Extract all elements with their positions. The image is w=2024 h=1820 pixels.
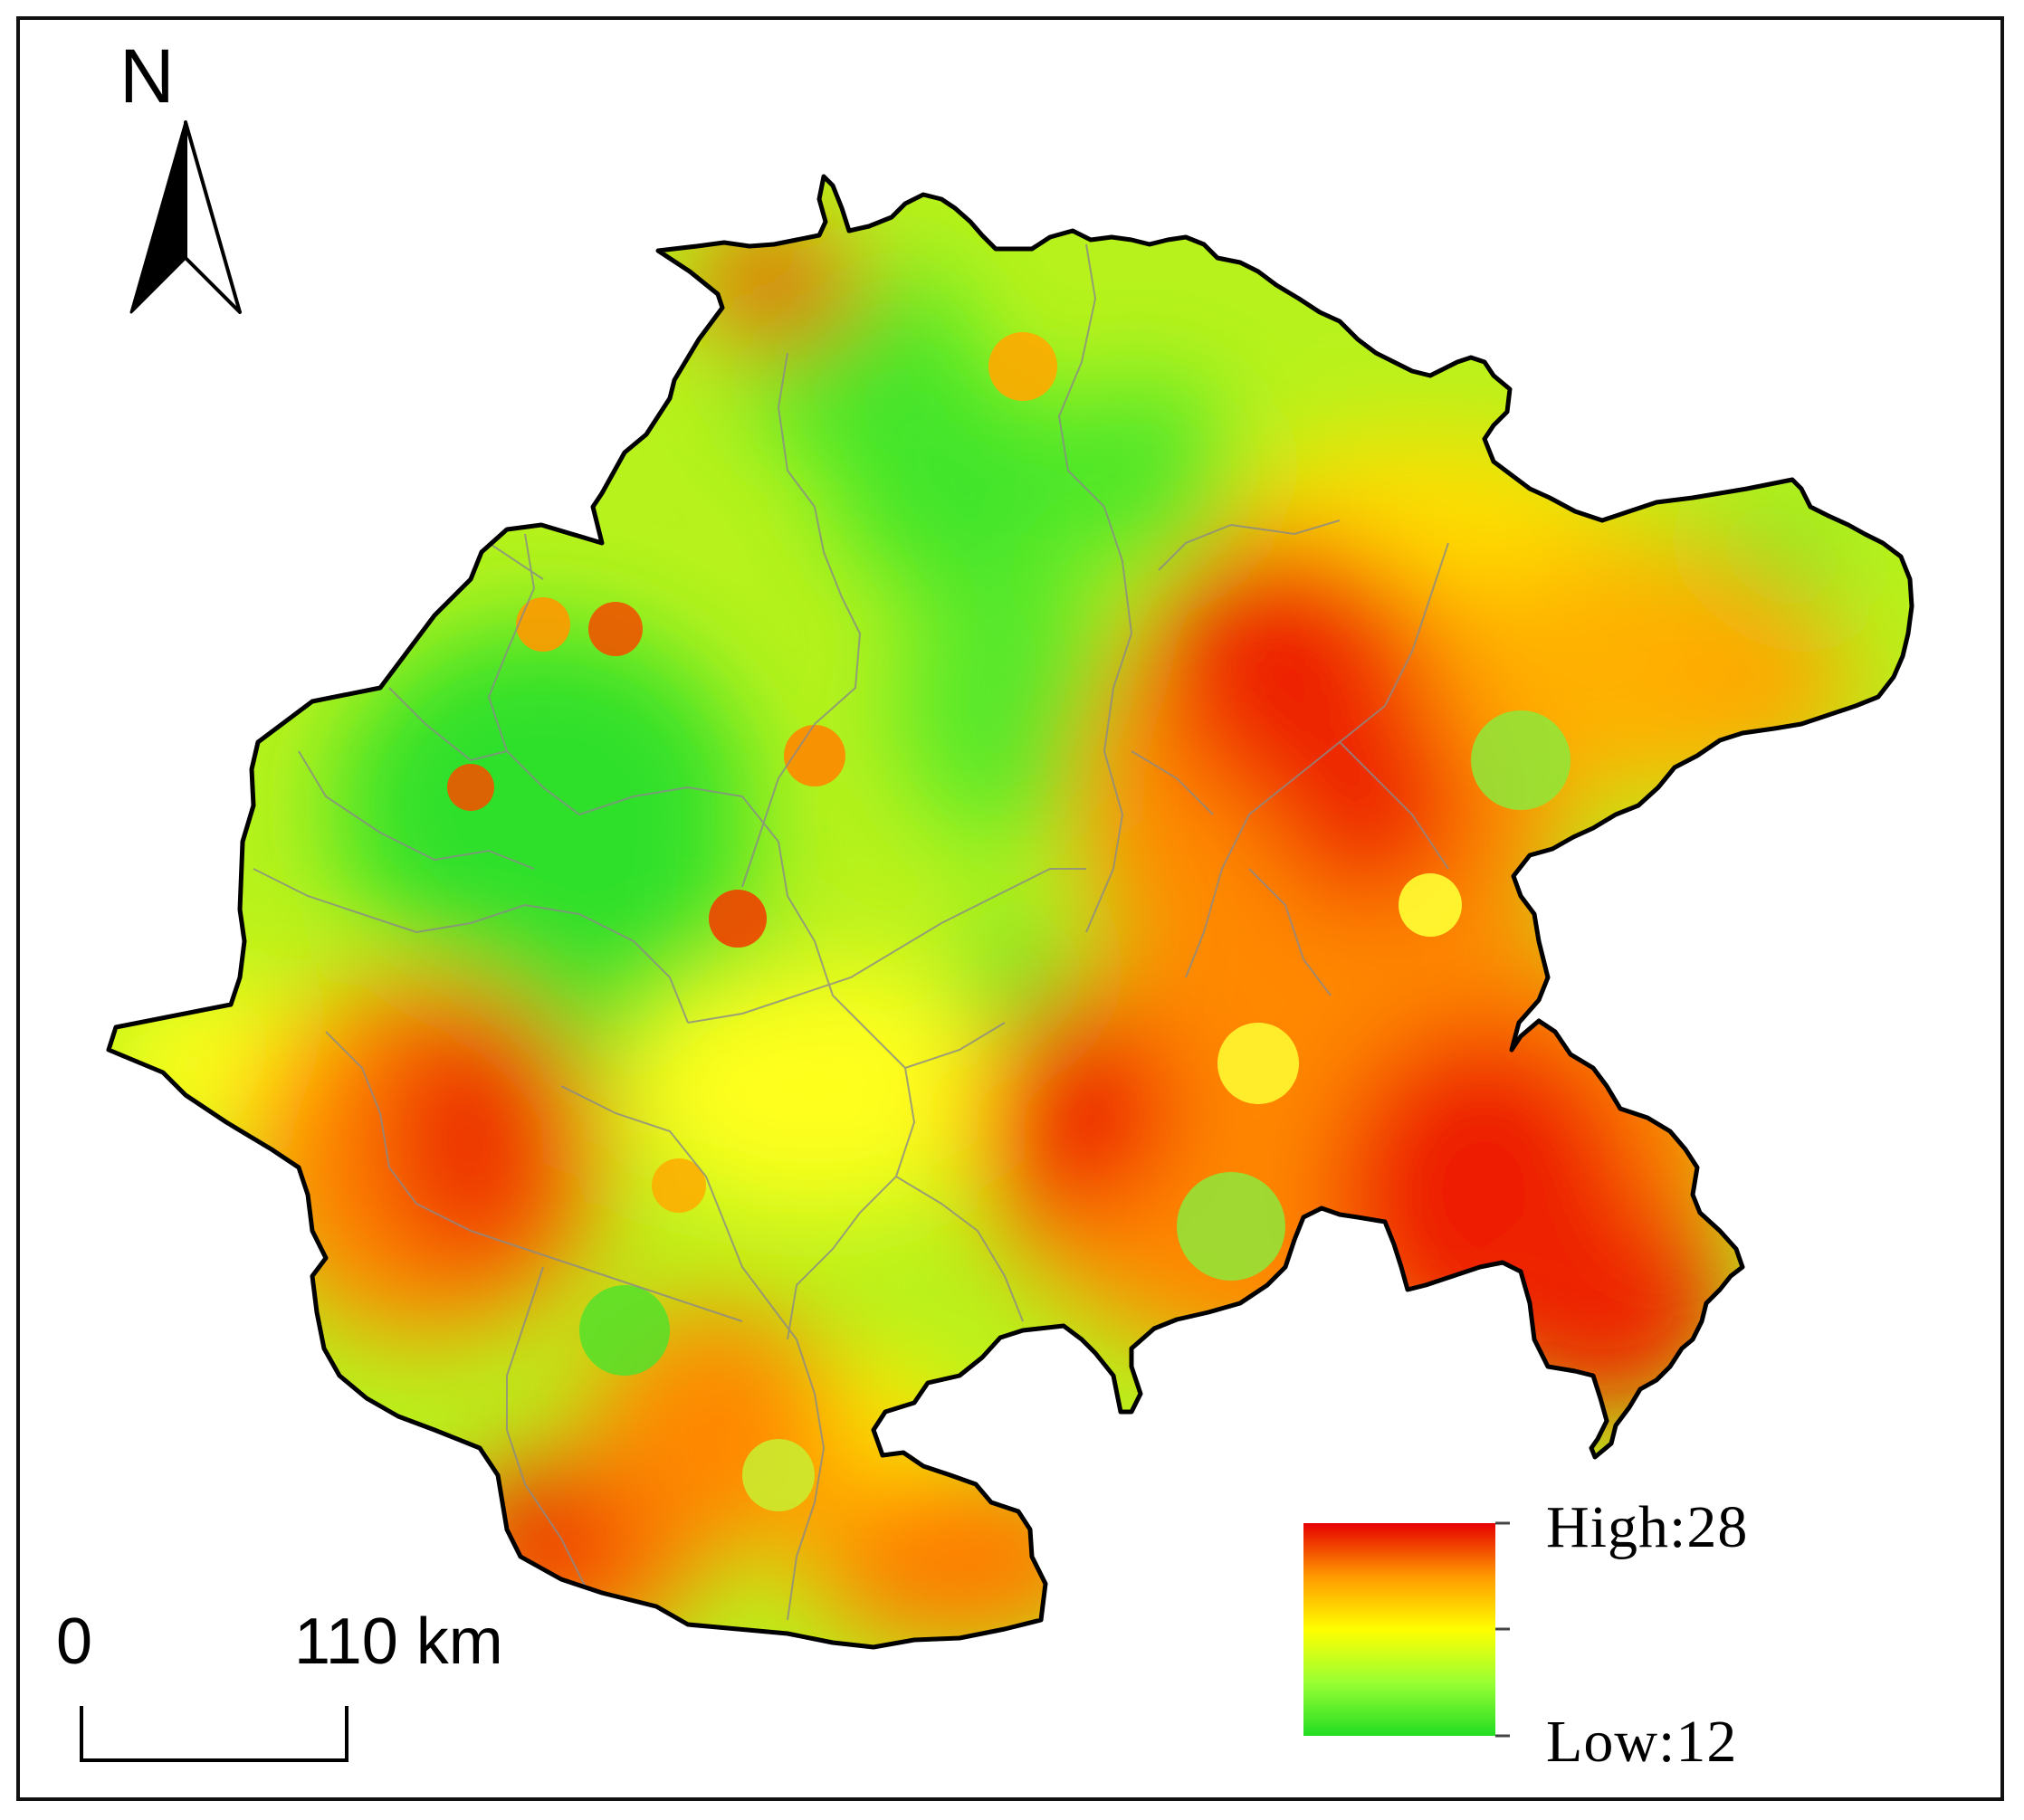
north-label: N	[119, 33, 175, 119]
legend-colorbar	[1303, 1521, 1510, 1738]
legend-low-label: Low:12	[1546, 1709, 1738, 1775]
legend-high-label: High:28	[1546, 1494, 1749, 1560]
scale-bar	[80, 1706, 348, 1762]
scale-start-label: 0	[56, 1606, 93, 1678]
scale-end-label: 110 km	[294, 1606, 503, 1678]
north-arrow-icon	[129, 120, 242, 314]
